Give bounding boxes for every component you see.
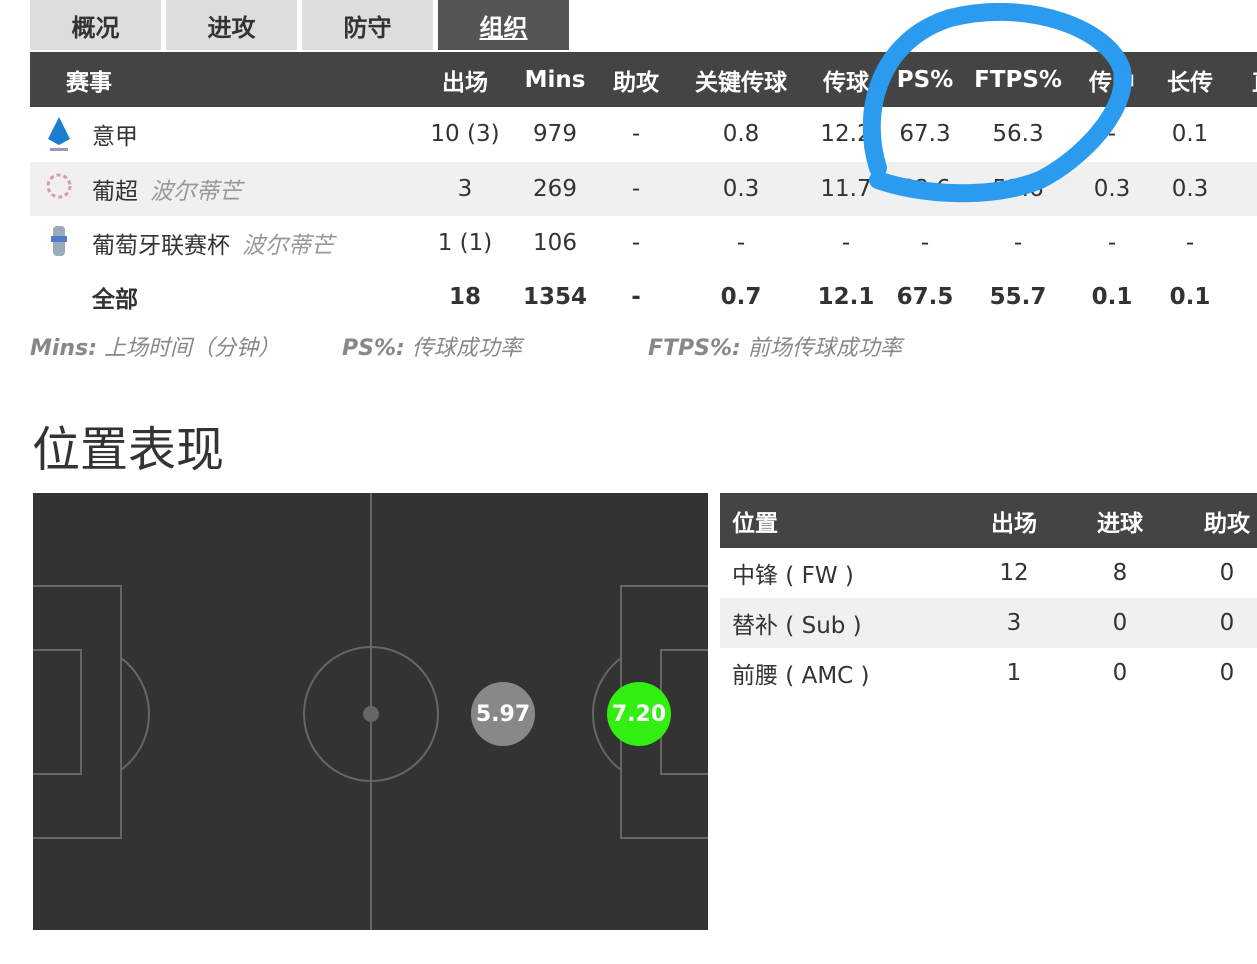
serie-a-logo-icon bbox=[48, 117, 70, 151]
cell-apps: 10 (3) bbox=[430, 121, 500, 147]
pitch-map: 5.97 7.20 bbox=[33, 493, 708, 930]
cell-position: 替补 ( Sub ) bbox=[732, 613, 862, 639]
col-ps[interactable]: PS% bbox=[896, 66, 954, 93]
cell-long-balls: 0.1 bbox=[1171, 121, 1209, 147]
cell-passes: 11.7 bbox=[820, 175, 872, 202]
position-row: 替补 ( Sub ) 3 0 0 bbox=[720, 598, 1257, 648]
col-mins[interactable]: Mins bbox=[524, 66, 586, 93]
cell-long-balls: 0.1 bbox=[1169, 284, 1211, 310]
cell-passes: 12.1 bbox=[817, 284, 875, 310]
rating-bubble-amc[interactable]: 7.20 bbox=[607, 682, 671, 746]
stats-header: 赛事 出场 Mins 助攻 关键传球 传球 PS% FTPS% 传中 长传 直 bbox=[30, 52, 1257, 107]
tab-defense[interactable]: 防守 bbox=[302, 0, 433, 50]
cell-position: 前腰 ( AMC ) bbox=[732, 663, 870, 689]
cell-ps: 67.3 bbox=[899, 121, 951, 147]
total-row: 全部 18 1354 - 0.7 12.1 67.5 55.7 0.1 0.1 bbox=[30, 270, 1257, 324]
cell-goals: 0 bbox=[1112, 660, 1128, 686]
cell-assists: 0 bbox=[1219, 560, 1235, 586]
cell-ftps: 52.6 bbox=[992, 175, 1044, 202]
col-crosses[interactable]: 传中 bbox=[1089, 69, 1135, 96]
cell-mins: 1354 bbox=[522, 284, 588, 310]
cell-assists: - bbox=[631, 175, 641, 202]
cell-assists: - bbox=[631, 230, 641, 256]
team-name[interactable]: 波尔蒂芒 bbox=[242, 233, 334, 259]
cell-key-passes: 0.7 bbox=[720, 284, 762, 310]
cell-key-passes: 0.8 bbox=[722, 121, 760, 147]
col-pos-goals[interactable]: 进球 bbox=[1097, 510, 1143, 537]
competition-name[interactable]: 意甲 bbox=[92, 124, 138, 150]
cell-crosses: 0.3 bbox=[1093, 175, 1131, 202]
cell-mins: 106 bbox=[533, 230, 577, 256]
col-passes[interactable]: 传球 bbox=[823, 69, 869, 96]
col-position[interactable]: 位置 bbox=[732, 510, 778, 537]
cell-apps: 3 bbox=[457, 175, 473, 202]
cell-goals: 8 bbox=[1112, 560, 1128, 586]
competition-row: 葡超 波尔蒂芒 3 269 - 0.3 11.7 68.6 52.6 0.3 0.3 bbox=[30, 161, 1257, 216]
col-pos-assists[interactable]: 助攻 bbox=[1204, 510, 1250, 537]
legend-mins: Mins: 上场时间（分钟） bbox=[30, 336, 281, 361]
cell-assists: - bbox=[631, 121, 641, 147]
legend-ftps: FTPS%: 前场传球成功率 bbox=[648, 336, 902, 361]
cell-assists: - bbox=[631, 284, 641, 310]
cell-mins: 269 bbox=[533, 175, 577, 202]
cell-apps: 1 (1) bbox=[437, 230, 493, 256]
competition-row: 葡萄牙联赛杯 波尔蒂芒 1 (1) 106 - - - - - - - bbox=[30, 216, 1257, 270]
col-competition[interactable]: 赛事 bbox=[66, 69, 112, 96]
league-cup-logo-icon bbox=[51, 226, 67, 256]
cell-long-balls: - bbox=[1185, 230, 1195, 256]
position-row: 前腰 ( AMC ) 1 0 0 bbox=[720, 648, 1257, 698]
cell-crosses: - bbox=[1107, 230, 1117, 256]
cell-ftps: - bbox=[1013, 230, 1023, 256]
cell-apps: 1 bbox=[1006, 660, 1022, 686]
col-assists[interactable]: 助攻 bbox=[613, 69, 659, 96]
cell-apps: 3 bbox=[1006, 610, 1022, 636]
cell-long-balls: 0.3 bbox=[1171, 175, 1209, 202]
col-ftps[interactable]: FTPS% bbox=[974, 66, 1062, 93]
cell-crosses: 0.1 bbox=[1091, 284, 1133, 310]
cell-ps: 67.5 bbox=[896, 284, 954, 310]
cell-mins: 979 bbox=[533, 121, 577, 147]
rating-bubble-fw[interactable]: 5.97 bbox=[471, 682, 535, 746]
total-label: 全部 bbox=[92, 287, 138, 313]
tab-overview[interactable]: 概况 bbox=[30, 0, 161, 50]
cell-key-passes: 0.3 bbox=[722, 175, 760, 202]
col-long-balls[interactable]: 长传 bbox=[1167, 69, 1213, 96]
competition-name[interactable]: 葡萄牙联赛杯 bbox=[92, 233, 230, 259]
tab-attack[interactable]: 进攻 bbox=[166, 0, 297, 50]
position-table-header: 位置 出场 进球 助攻 bbox=[720, 493, 1257, 548]
cell-ps: - bbox=[920, 230, 930, 256]
cell-apps: 18 bbox=[448, 284, 482, 310]
cell-ftps: 56.3 bbox=[992, 121, 1044, 147]
cell-crosses: - bbox=[1107, 121, 1117, 147]
cell-ftps: 55.7 bbox=[989, 284, 1047, 310]
competition-name[interactable]: 葡超 bbox=[92, 178, 138, 205]
position-row: 中锋 ( FW ) 12 8 0 bbox=[720, 548, 1257, 598]
cell-key-passes: - bbox=[736, 230, 746, 256]
cell-position: 中锋 ( FW ) bbox=[732, 563, 854, 589]
col-apps[interactable]: 出场 bbox=[442, 69, 488, 96]
competition-row: 意甲 10 (3) 979 - 0.8 12.2 67.3 56.3 - 0.1 bbox=[30, 107, 1257, 161]
cell-passes: - bbox=[841, 230, 851, 256]
cell-ps: 68.6 bbox=[899, 175, 951, 202]
section-title: 位置表现 bbox=[32, 422, 225, 478]
cell-assists: 0 bbox=[1219, 610, 1235, 636]
col-key-passes[interactable]: 关键传球 bbox=[695, 69, 787, 96]
cell-apps: 12 bbox=[999, 560, 1029, 586]
liga-portugal-logo-icon bbox=[46, 173, 72, 198]
cell-passes: 12.2 bbox=[820, 121, 872, 147]
legend-ps: PS%: 传球成功率 bbox=[342, 336, 522, 361]
team-name[interactable]: 波尔蒂芒 bbox=[150, 178, 242, 205]
pitch-lines bbox=[33, 493, 708, 930]
cell-assists: 0 bbox=[1219, 660, 1235, 686]
tab-passing[interactable]: 组织 bbox=[438, 0, 569, 50]
cell-goals: 0 bbox=[1112, 610, 1128, 636]
col-through-balls[interactable]: 直 bbox=[1252, 52, 1257, 107]
col-pos-apps[interactable]: 出场 bbox=[991, 510, 1037, 537]
